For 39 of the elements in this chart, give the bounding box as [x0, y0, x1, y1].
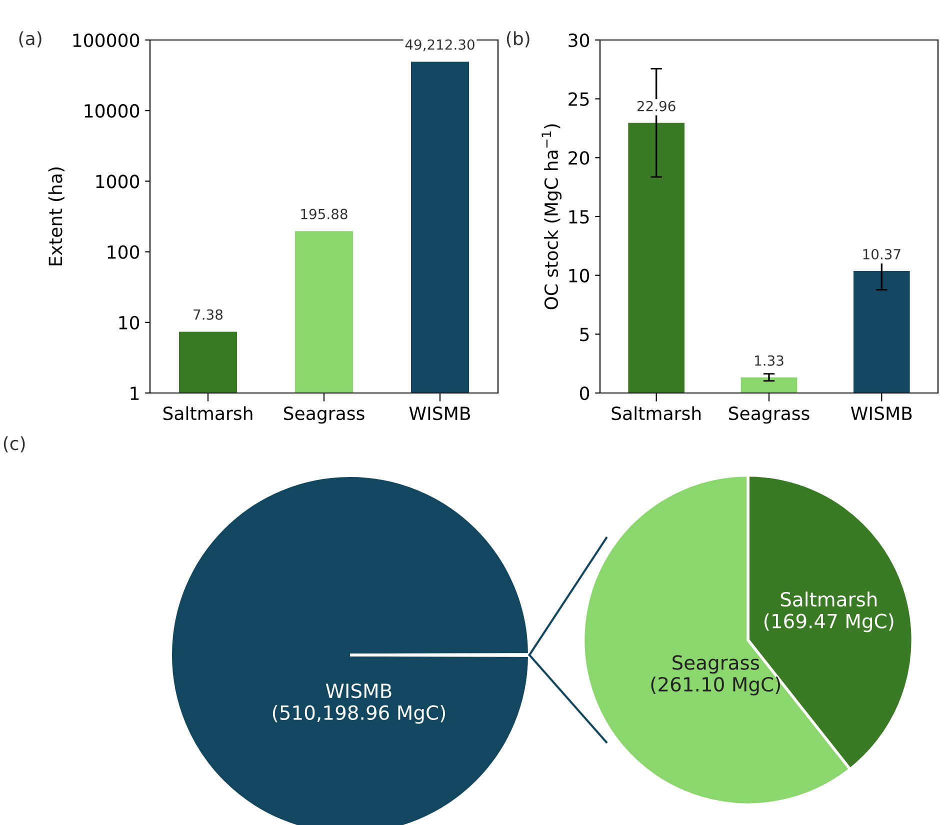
data-label: 22.96 — [637, 100, 676, 112]
y-tick-label: 5 — [580, 328, 589, 342]
x-tick-label: Seagrass — [284, 406, 364, 424]
data-label: (169.47 MgC) — [764, 613, 894, 632]
x-tick-label: WISMB — [409, 406, 470, 420]
x-tick-label: Seagrass — [728, 406, 810, 424]
y-tick-label: 100 — [108, 245, 140, 259]
y-tick-label: 100000 — [73, 33, 140, 48]
y-tick-label: 1000 — [96, 174, 140, 188]
data-label: 195.88 — [301, 208, 348, 220]
slice-label: WISMB — [326, 683, 392, 698]
y-tick-label: 25 — [568, 92, 589, 106]
y-tick-label: 15 — [569, 210, 589, 224]
x-tick-label: WISMB — [850, 406, 912, 420]
bar — [854, 270, 910, 393]
y-axis-title: OC stock (MgC ha$^{−1}$) — [542, 124, 562, 310]
y-tick-label: 20 — [568, 151, 590, 165]
y-axis-title: Extent (ha) — [48, 167, 64, 266]
data-label: 49,212.30 — [405, 39, 474, 52]
data-label: 7.38 — [194, 309, 223, 320]
x-tick-label: Saltmarsh — [163, 406, 252, 420]
x-tick-label: Saltmarsh — [612, 406, 701, 420]
data-label: (261.10 MgC) — [651, 676, 780, 696]
text: (c) — [4, 436, 25, 452]
y-tick-label: 30 — [568, 33, 590, 48]
bar — [740, 377, 798, 393]
y-tick-label: 1 — [130, 386, 139, 400]
y-tick-label: 10 — [119, 316, 140, 330]
text: (b) — [506, 31, 530, 48]
text: (a) — [19, 31, 42, 48]
slice-label: Saltmarsh — [780, 592, 877, 607]
data-label: 1.33 — [755, 355, 784, 366]
y-tick-label: 10000 — [84, 104, 140, 118]
y-tick-label: 0 — [580, 386, 590, 400]
data-label: (510,198.96 MgC) — [272, 704, 445, 724]
bar — [628, 122, 684, 393]
data-label: 10.37 — [863, 248, 900, 260]
y-tick-label: 10 — [569, 268, 590, 282]
slice-label: Seagrass — [672, 655, 760, 674]
